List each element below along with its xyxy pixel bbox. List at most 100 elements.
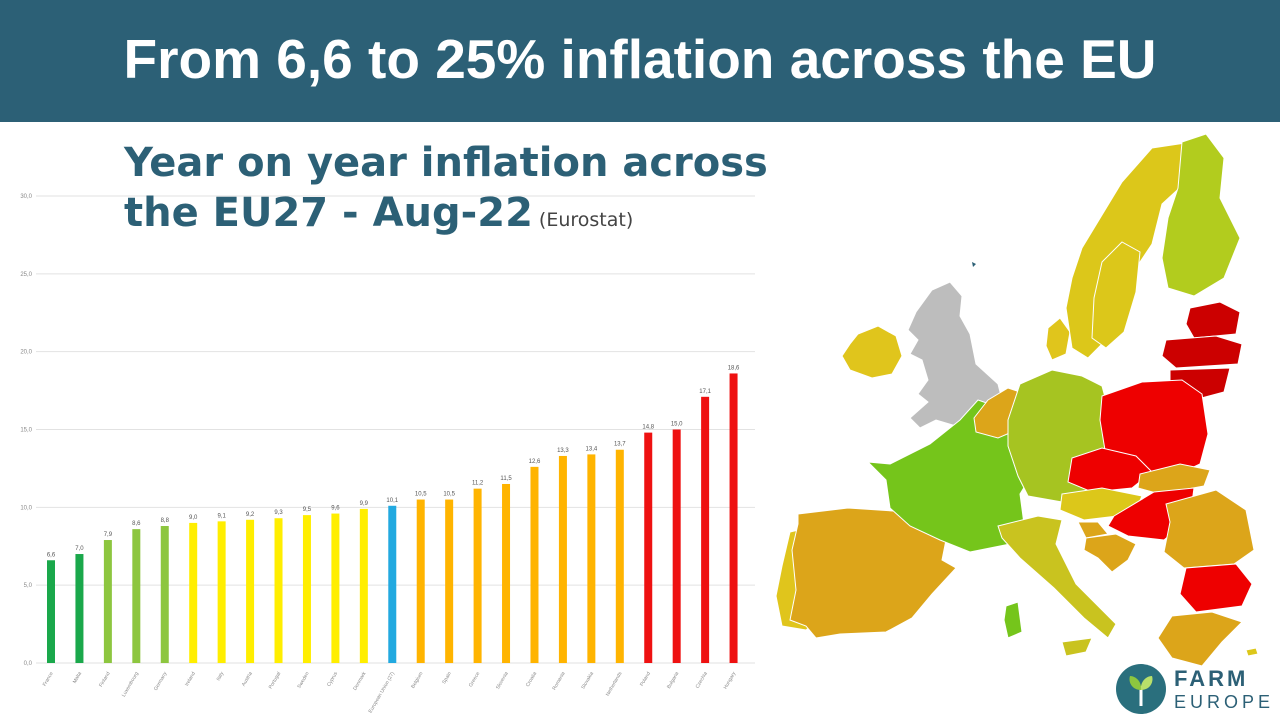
bar xyxy=(701,396,710,663)
bar-value-label: 9,1 xyxy=(217,513,226,519)
bar-value-label: 6,6 xyxy=(47,552,56,558)
bar-value-label: 9,5 xyxy=(303,507,312,513)
bars xyxy=(47,373,738,663)
y-tick-label: 10,0 xyxy=(20,505,32,511)
x-tick-label: Greece xyxy=(468,671,482,688)
map-latvia xyxy=(1161,335,1243,369)
bar-value-label: 11,2 xyxy=(472,481,484,487)
bar xyxy=(217,521,226,663)
bar-value-label: 13,3 xyxy=(557,448,569,454)
chart-panel xyxy=(0,122,758,722)
bar-value-label: 17,1 xyxy=(699,389,711,395)
map-sardinia xyxy=(1003,601,1023,639)
x-tick-label: Netherlands xyxy=(605,671,624,698)
x-tick-label: Finland xyxy=(98,671,112,688)
heading-source: (Eurostat) xyxy=(538,209,634,231)
x-tick-label: Austria xyxy=(241,671,254,688)
x-tick-label: Bulgaria xyxy=(666,671,680,690)
heading-line-2: the EU27 - Aug-22 (Eurostat) xyxy=(124,188,768,245)
y-tick-label: 15,0 xyxy=(20,428,32,434)
map-romania xyxy=(1163,489,1255,569)
map-italy xyxy=(997,515,1117,639)
map-estonia xyxy=(1185,301,1241,339)
sprout-icon xyxy=(1116,664,1166,714)
x-tick-label: Luxembourg xyxy=(121,671,140,698)
bar xyxy=(587,454,596,663)
bar-value-label: 11,5 xyxy=(500,476,512,482)
bar xyxy=(502,483,511,663)
map-slovenia xyxy=(1077,521,1109,539)
bar-value-label: 8,8 xyxy=(161,518,170,524)
bar-value-label: 13,7 xyxy=(614,442,626,448)
bar-value-label: 9,6 xyxy=(331,506,340,512)
y-tick-label: 5,0 xyxy=(24,583,33,589)
heading-line-1: Year on year inflation across xyxy=(124,140,768,186)
logo-line-1: FARM xyxy=(1174,666,1249,691)
map-finland xyxy=(1161,133,1241,297)
bar xyxy=(359,508,368,663)
bar xyxy=(302,515,311,663)
x-tick-label: Slovenia xyxy=(495,671,510,691)
bar xyxy=(160,526,169,663)
x-tick-label: Czechia xyxy=(695,671,709,690)
x-tick-label: Slovakia xyxy=(580,671,595,691)
bar xyxy=(729,373,738,663)
bar xyxy=(274,518,283,663)
bar-value-label: 9,0 xyxy=(189,515,198,521)
x-tick-label: Hungary xyxy=(723,671,738,691)
bar-value-label: 9,2 xyxy=(246,512,255,518)
bar xyxy=(530,466,539,663)
x-tick-label: Poland xyxy=(639,671,652,688)
y-tick-label: 20,0 xyxy=(20,350,32,356)
title-banner: From 6,6 to 25% inflation across the EU xyxy=(0,0,1280,122)
x-tick-label: Romania xyxy=(551,671,566,692)
bar-value-label: 10,5 xyxy=(443,492,455,498)
chart-heading: Year on year inflation across the EU27 -… xyxy=(124,138,768,245)
y-tick-label: 30,0 xyxy=(20,194,32,200)
bar xyxy=(189,522,198,663)
map-greece xyxy=(1157,611,1243,667)
bar xyxy=(615,449,624,663)
y-tick-labels: 0,0 5,0 10,0 15,0 20,0 25,0 30,0 xyxy=(20,194,32,667)
bar xyxy=(103,540,112,663)
x-tick-label: European Union (27) xyxy=(368,671,397,714)
x-tick-label: Croatia xyxy=(525,671,538,688)
map-bulgaria xyxy=(1179,563,1253,613)
bar-value-label: 13,4 xyxy=(586,446,598,452)
y-tick-label: 0,0 xyxy=(24,661,33,667)
x-tick-labels: France Malta Finland Luxembourg Germany Irela… xyxy=(42,671,738,715)
x-tick-label: Belgium xyxy=(410,671,424,690)
bar xyxy=(75,554,84,663)
map-uk xyxy=(907,281,1005,429)
bar-value-label: 10,1 xyxy=(386,498,398,504)
bar-value-label: 9,3 xyxy=(274,510,283,516)
bar-value-label: 18,6 xyxy=(728,365,740,371)
banner-title: From 6,6 to 25% inflation across the EU xyxy=(123,28,1157,90)
y-tick-label: 25,0 xyxy=(20,272,32,278)
bar-value-label: 7,0 xyxy=(75,546,84,552)
map-ireland xyxy=(841,325,903,379)
map-island-small xyxy=(972,262,976,267)
bar xyxy=(644,432,653,663)
heading-line-2-text: the EU27 - Aug-22 xyxy=(124,190,533,236)
x-tick-label: Germany xyxy=(153,671,169,692)
bar xyxy=(331,513,340,663)
x-tick-label: France xyxy=(42,671,55,688)
bar-value-label: 12,6 xyxy=(529,459,541,465)
x-tick-label: Italy xyxy=(216,671,226,682)
x-tick-label: Ireland xyxy=(184,671,197,687)
bar xyxy=(132,529,141,663)
bar xyxy=(388,505,397,663)
map-slovakia xyxy=(1137,463,1211,495)
farm-europe-logo: FARM EUROPE xyxy=(1112,660,1278,720)
bar-chart: 0,0 5,0 10,0 15,0 20,0 25,0 30,0 6,6 7,0 7,9 8,6 8… xyxy=(20,194,755,715)
map-sicily xyxy=(1061,637,1093,657)
bar xyxy=(473,488,482,663)
bar xyxy=(47,560,55,663)
bar-value-label: 10,5 xyxy=(415,492,427,498)
bar xyxy=(416,499,425,663)
bar-value-label: 15,0 xyxy=(671,422,683,428)
x-tick-label: Malta xyxy=(72,671,83,685)
bar-value-label: 8,6 xyxy=(132,521,141,527)
value-labels: 6,6 7,0 7,9 8,6 8,8 9,0 9,1 9,2 9,3 9,5 9,6 9,9 10,1… xyxy=(47,365,740,558)
